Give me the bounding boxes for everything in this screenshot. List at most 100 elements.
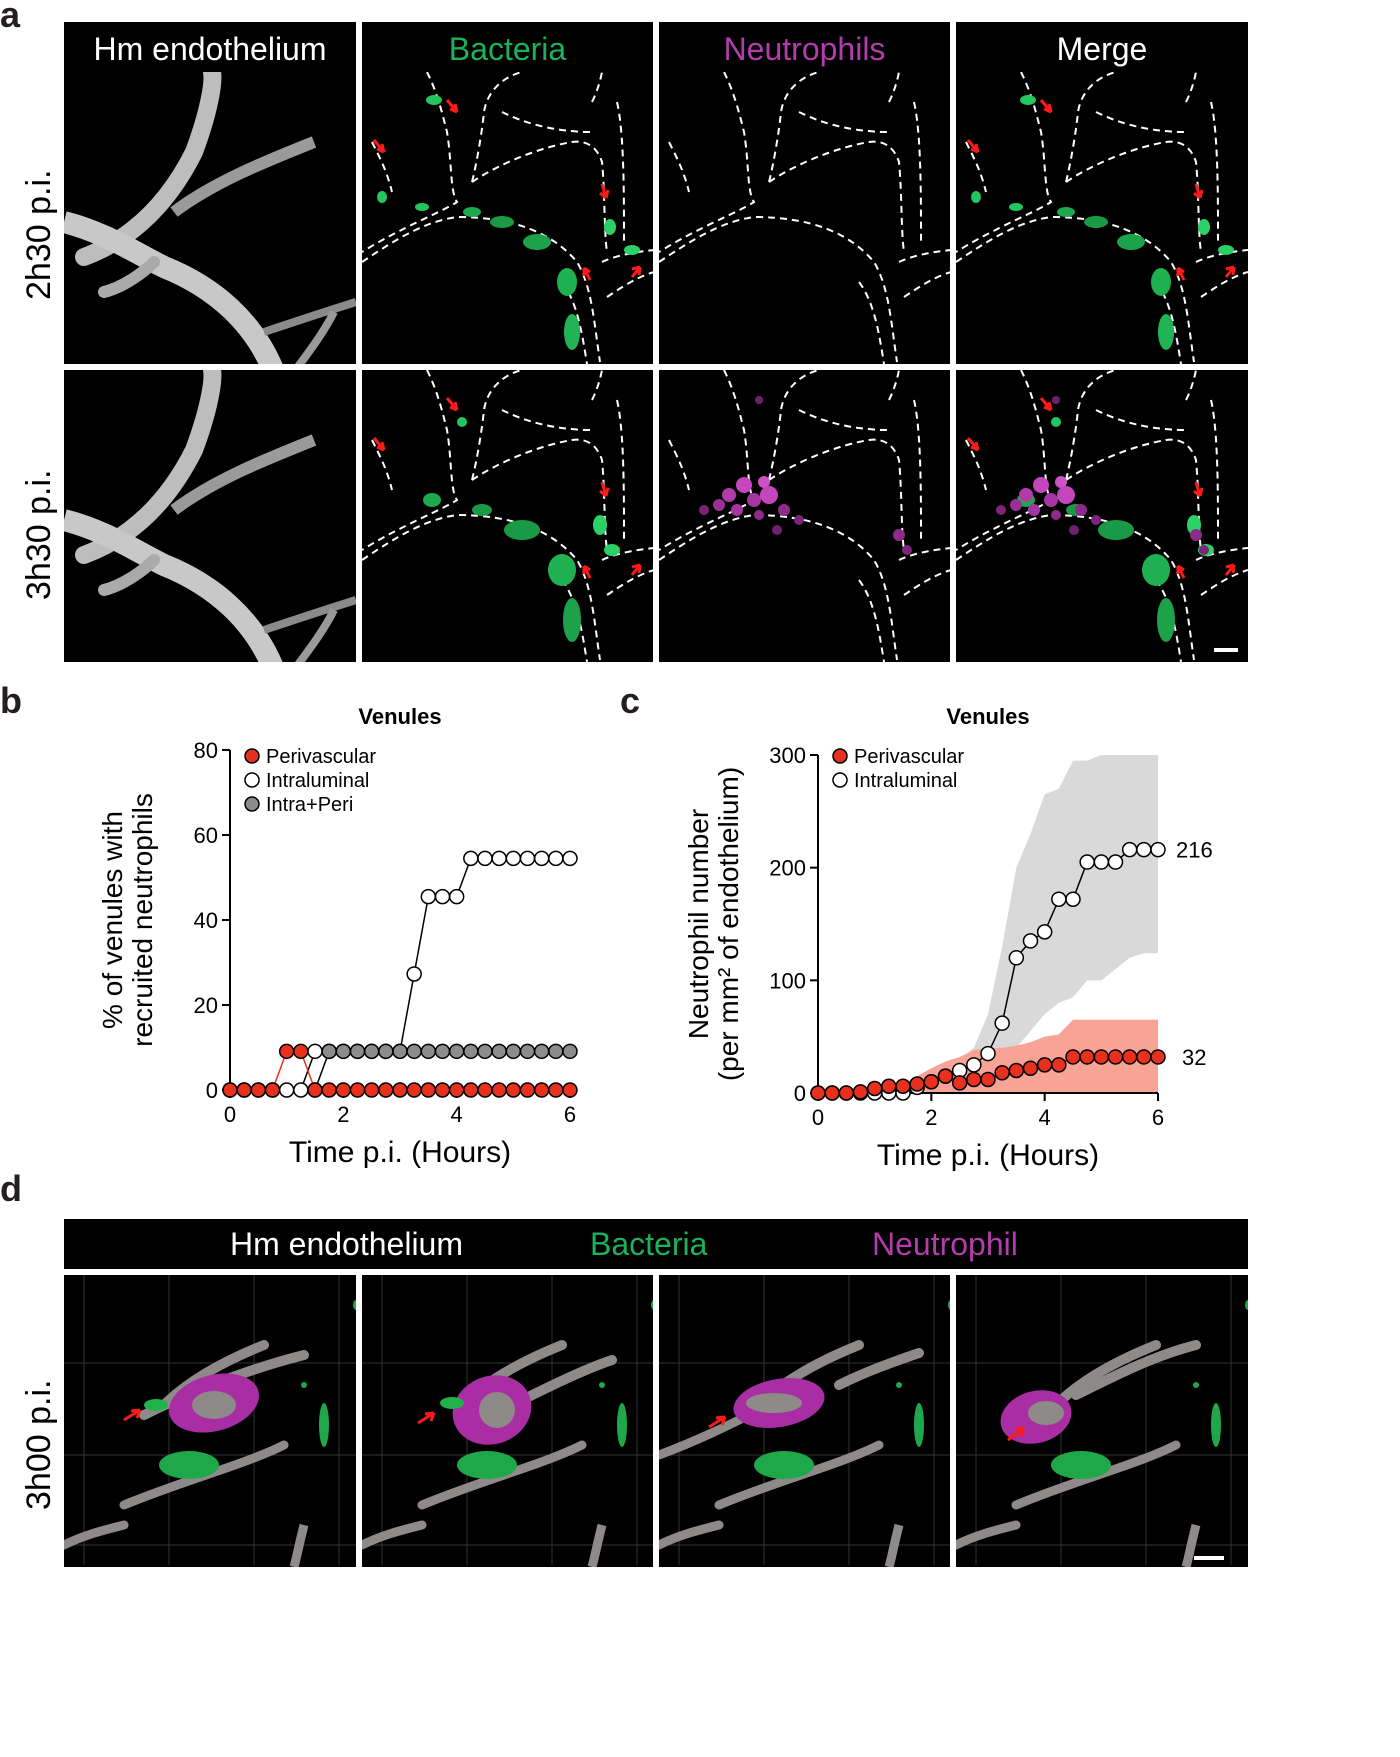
data-point-perivascular — [236, 1082, 252, 1098]
data-point-intraluminal — [1022, 933, 1039, 949]
d-frame-1 — [64, 1275, 356, 1567]
data-point-intraluminal — [293, 1082, 309, 1098]
end-label-perivascular: 32 — [1182, 1045, 1206, 1070]
data-point-intraluminal — [1150, 841, 1166, 858]
data-point-perivascular — [881, 1078, 897, 1094]
x-tick-label: 6 — [1152, 1105, 1164, 1130]
y-tick-label: 300 — [769, 743, 806, 768]
data-point-perivascular — [1036, 1057, 1053, 1073]
panel-label-d: d — [0, 1168, 22, 1209]
d-frame-4 — [956, 1275, 1248, 1567]
data-point-intraluminal — [1136, 841, 1152, 858]
data-point-intraperi — [392, 1043, 408, 1060]
y-tick-label: 40 — [194, 908, 218, 933]
data-point-perivascular — [1107, 1049, 1124, 1065]
data-point-perivascular — [1065, 1049, 1081, 1065]
legend-marker — [244, 772, 260, 788]
band-intraluminal — [818, 755, 1158, 1093]
y-axis-label: (per mm² of endothelium) — [713, 767, 744, 1081]
data-point-intraperi — [406, 1043, 422, 1060]
data-point-intraluminal — [434, 888, 451, 905]
x-tick-label: 4 — [451, 1102, 463, 1127]
data-point-intraperi — [519, 1043, 536, 1060]
data-point-intraluminal — [448, 888, 465, 905]
data-point-intraluminal — [491, 850, 507, 867]
x-axis-label: Time p.i. (Hours) — [877, 1139, 1099, 1172]
data-point-perivascular — [937, 1068, 954, 1084]
y-axis-label: Neutrophil number — [683, 809, 714, 1039]
data-point-perivascular — [866, 1080, 883, 1097]
data-point-intraluminal — [1051, 891, 1067, 907]
data-point-perivascular — [895, 1078, 911, 1094]
x-tick-label: 6 — [564, 1102, 576, 1127]
d-frame-2 — [362, 1275, 653, 1567]
data-point-intraperi — [448, 1043, 465, 1060]
data-point-intraluminal — [278, 1082, 295, 1098]
image-3h30-neutrophils — [659, 370, 950, 662]
legend-label: Intraluminal — [854, 770, 957, 792]
column-header-bacteria: Bacteria — [362, 22, 653, 76]
data-point-perivascular — [1008, 1062, 1025, 1079]
y-axis-label: % of venules with — [97, 811, 128, 1029]
data-point-intraluminal — [533, 850, 550, 867]
data-point-perivascular — [491, 1082, 507, 1098]
header-endothelium: Hm endothelium — [230, 1226, 463, 1262]
legend-marker — [244, 796, 260, 812]
data-point-perivascular — [378, 1082, 394, 1098]
data-point-perivascular — [477, 1082, 493, 1098]
legend-marker — [244, 748, 260, 764]
data-point-intraluminal — [1065, 891, 1081, 907]
data-point-intraluminal — [1079, 854, 1095, 870]
panel-d-header: Hm endothelium Bacteria Neutrophil — [64, 1219, 1248, 1269]
data-point-intraperi — [420, 1043, 437, 1060]
legend-marker — [832, 772, 848, 788]
data-point-intraluminal — [1121, 841, 1138, 858]
data-point-intraperi — [321, 1043, 337, 1060]
column-header-endothelium: Hm endothelium — [64, 22, 356, 76]
data-point-perivascular — [966, 1071, 982, 1088]
data-point-perivascular — [533, 1082, 550, 1098]
data-point-intraperi — [363, 1043, 380, 1060]
data-point-intraluminal — [1036, 924, 1053, 940]
data-point-perivascular — [349, 1082, 366, 1098]
y-tick-label: 0 — [206, 1078, 218, 1103]
data-point-intraluminal — [519, 850, 536, 867]
image-3h30-merge — [956, 370, 1248, 662]
panel-label-a: a — [0, 0, 21, 35]
data-point-intraperi — [477, 1043, 493, 1060]
image-3h30-bacteria — [362, 370, 653, 662]
data-point-perivascular — [519, 1082, 536, 1098]
image-2h30-neutrophils — [659, 72, 950, 364]
data-point-intraperi — [505, 1043, 522, 1060]
data-point-intraluminal — [307, 1043, 323, 1060]
image-2h30-bacteria — [362, 72, 653, 364]
data-point-intraluminal — [1008, 950, 1025, 966]
x-tick-label: 2 — [925, 1105, 937, 1130]
column-header-neutrophils: Neutrophils — [659, 22, 950, 76]
data-point-perivascular — [1022, 1060, 1039, 1076]
header-neutrophil: Neutrophil — [872, 1226, 1018, 1262]
data-point-perivascular — [293, 1043, 309, 1060]
data-point-perivascular — [307, 1082, 323, 1098]
data-point-intraperi — [463, 1043, 479, 1060]
legend-marker — [832, 748, 848, 764]
data-point-intraperi — [562, 1043, 578, 1060]
data-point-perivascular — [980, 1071, 996, 1088]
data-point-perivascular — [1051, 1057, 1067, 1073]
panel-label-c: c — [620, 680, 641, 721]
y-tick-label: 20 — [194, 993, 218, 1018]
chart-b: Venules 0 20 40 60 80 0 2 4 6 Time p.i. (Hours) % o… — [97, 704, 578, 1169]
data-point-intraperi — [434, 1043, 451, 1060]
legend-label: Intraluminal — [266, 770, 369, 792]
data-point-intraluminal — [562, 850, 578, 867]
panel-label-b: b — [0, 680, 22, 721]
data-point-perivascular — [420, 1082, 437, 1098]
chart-title: Venules — [358, 704, 441, 729]
data-point-intraluminal — [1093, 854, 1110, 870]
data-point-intraluminal — [548, 850, 564, 867]
data-point-perivascular — [505, 1082, 522, 1098]
y-tick-label: 0 — [794, 1081, 806, 1106]
data-point-perivascular — [1093, 1049, 1110, 1065]
data-point-intraluminal — [463, 850, 479, 867]
data-point-intraluminal — [966, 1057, 982, 1073]
